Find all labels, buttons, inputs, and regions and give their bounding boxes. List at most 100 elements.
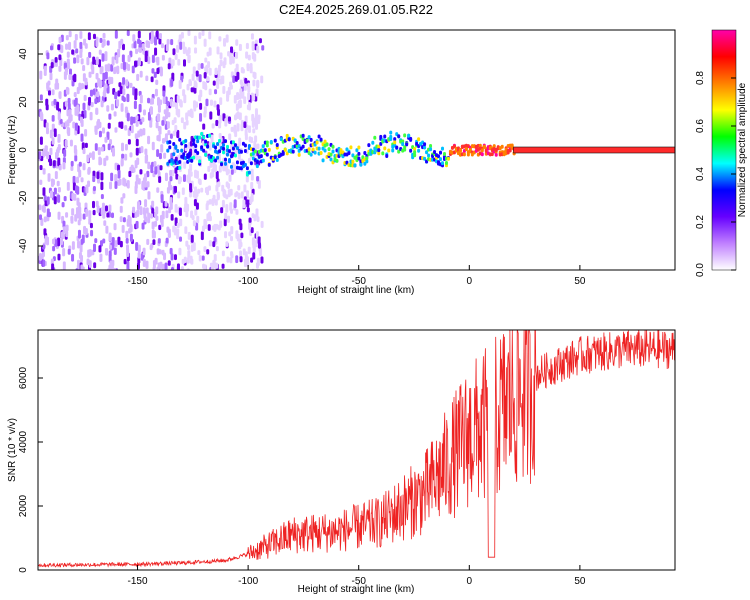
noise-cell <box>51 89 55 96</box>
noise-cell <box>144 181 148 188</box>
signal-cell <box>305 138 309 143</box>
noise-cell <box>243 96 247 105</box>
noise-cell <box>251 237 255 246</box>
noise-cell <box>137 244 141 253</box>
signal-cell <box>192 155 196 160</box>
noise-cell <box>239 222 243 231</box>
noise-cell <box>166 38 170 45</box>
noise-cell <box>95 72 99 80</box>
noise-cell <box>97 118 101 125</box>
noise-cell <box>215 119 219 127</box>
y-tick-label: 0 <box>18 147 29 153</box>
noise-cell <box>70 165 74 171</box>
colorbar-tick-label: 0.8 <box>695 71 706 85</box>
signal-cell <box>239 149 243 154</box>
noise-cell <box>83 94 87 102</box>
noise-cell <box>78 161 82 167</box>
signal-cell <box>379 134 383 139</box>
noise-cell <box>106 212 110 218</box>
noise-cell <box>132 34 136 42</box>
noise-cell <box>224 212 228 220</box>
noise-cell <box>228 133 232 141</box>
noise-cell <box>49 190 53 199</box>
signal-cell <box>208 133 212 138</box>
signal-cell <box>233 143 237 148</box>
noise-cell <box>45 122 49 129</box>
noise-cell <box>193 198 197 207</box>
noise-cell <box>147 269 150 270</box>
y-tick-label: 4000 <box>18 430 29 453</box>
signal-cell <box>243 149 247 154</box>
noise-cell <box>124 153 128 161</box>
noise-cell <box>90 229 94 237</box>
noise-cell <box>39 94 43 101</box>
signal-cell <box>285 133 289 138</box>
snr-frame <box>37 329 676 571</box>
noise-cell <box>65 67 69 73</box>
noise-cell <box>192 66 196 74</box>
signal-cell <box>249 161 253 166</box>
noise-cell <box>159 261 163 269</box>
noise-cell <box>46 236 50 246</box>
noise-cell <box>183 161 187 169</box>
signal-cell <box>309 152 313 157</box>
signal-cell <box>285 151 289 156</box>
noise-cell <box>242 248 246 256</box>
noise-cell <box>62 220 66 228</box>
noise-cell <box>67 61 71 70</box>
noise-cell <box>214 89 218 95</box>
y-tick-label: 0 <box>18 567 29 573</box>
signal-cell <box>233 153 237 158</box>
noise-cell <box>142 247 146 256</box>
noise-cell <box>98 49 102 55</box>
signal-cell <box>351 153 355 158</box>
noise-cell <box>82 102 86 111</box>
signal-cell <box>200 131 204 136</box>
noise-cell <box>190 258 194 265</box>
noise-cell <box>216 46 220 55</box>
snr-panel: -150 -100 -50 0 50 0 2000 4000 6000 Height of s… <box>7 329 676 595</box>
noise-cell <box>38 252 42 261</box>
signal-cell <box>500 144 504 149</box>
noise-cell <box>51 101 55 107</box>
signal-cell <box>224 161 228 166</box>
signal-cell <box>265 140 269 145</box>
noise-cell <box>169 247 173 255</box>
noise-cell <box>178 176 182 183</box>
noise-cell <box>227 116 231 122</box>
noise-cell <box>249 66 253 74</box>
signal-cell <box>202 148 206 153</box>
y-tick-label: 20 <box>18 96 29 108</box>
noise-cell <box>164 262 168 270</box>
noise-cell <box>119 85 123 95</box>
noise-cell <box>122 217 126 223</box>
noise-cell <box>77 219 81 226</box>
noise-cell <box>208 67 212 76</box>
noise-cell <box>215 170 219 180</box>
spectrogram-y-ticks: -40 -20 0 20 40 <box>18 48 43 253</box>
signal-cell <box>405 142 409 147</box>
noise-cell <box>39 111 43 120</box>
noise-cell <box>71 241 75 250</box>
x-tick-label: 50 <box>574 276 586 287</box>
noise-cell <box>103 85 107 92</box>
noise-cell <box>124 106 128 114</box>
noise-cell <box>256 80 260 87</box>
noise-cell <box>118 40 122 49</box>
signal-cell <box>353 163 357 168</box>
signal-cell <box>275 142 279 147</box>
noise-cell <box>135 147 139 156</box>
signal-cell <box>229 164 233 169</box>
noise-cell <box>177 191 181 199</box>
noise-cell <box>154 257 158 265</box>
noise-cell <box>154 36 158 46</box>
noise-cell <box>117 236 121 246</box>
signal-cell <box>331 144 335 149</box>
noise-cell <box>96 91 100 98</box>
signal-cell <box>365 159 369 164</box>
noise-cell <box>248 136 252 143</box>
noise-cell <box>175 102 179 110</box>
noise-cell <box>218 64 222 73</box>
noise-cell <box>95 56 99 66</box>
signal-cell <box>279 137 283 142</box>
